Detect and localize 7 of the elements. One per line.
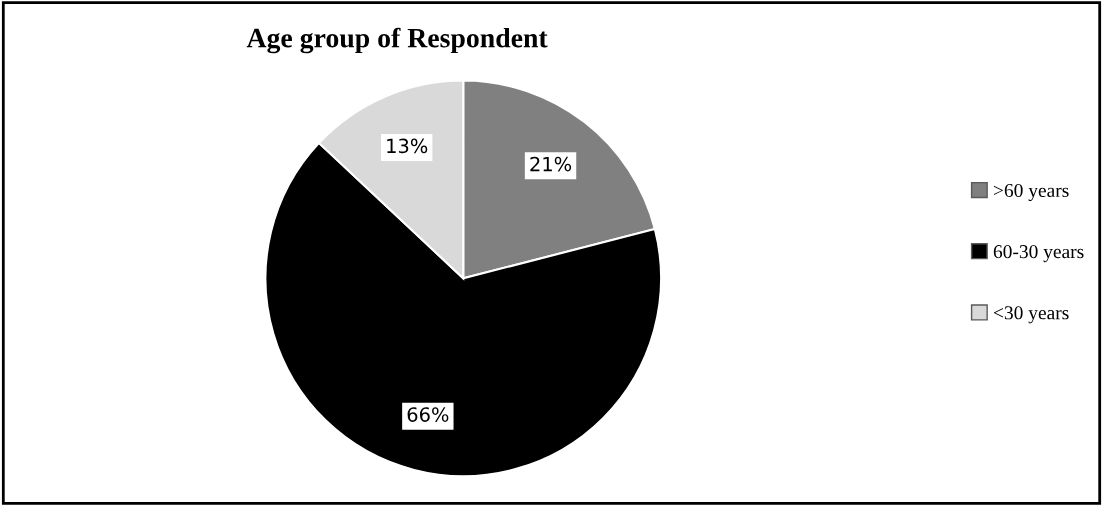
- data-label: 21%: [530, 156, 572, 172]
- legend-label: >60 years: [993, 183, 1069, 202]
- chart-title: Age group of Respondent: [246, 27, 548, 54]
- legend-label: 60-30 years: [993, 245, 1084, 263]
- data-label: 66%: [407, 407, 449, 422]
- legend-label: <30 years: [993, 306, 1069, 324]
- data-label: 13%: [387, 138, 428, 154]
